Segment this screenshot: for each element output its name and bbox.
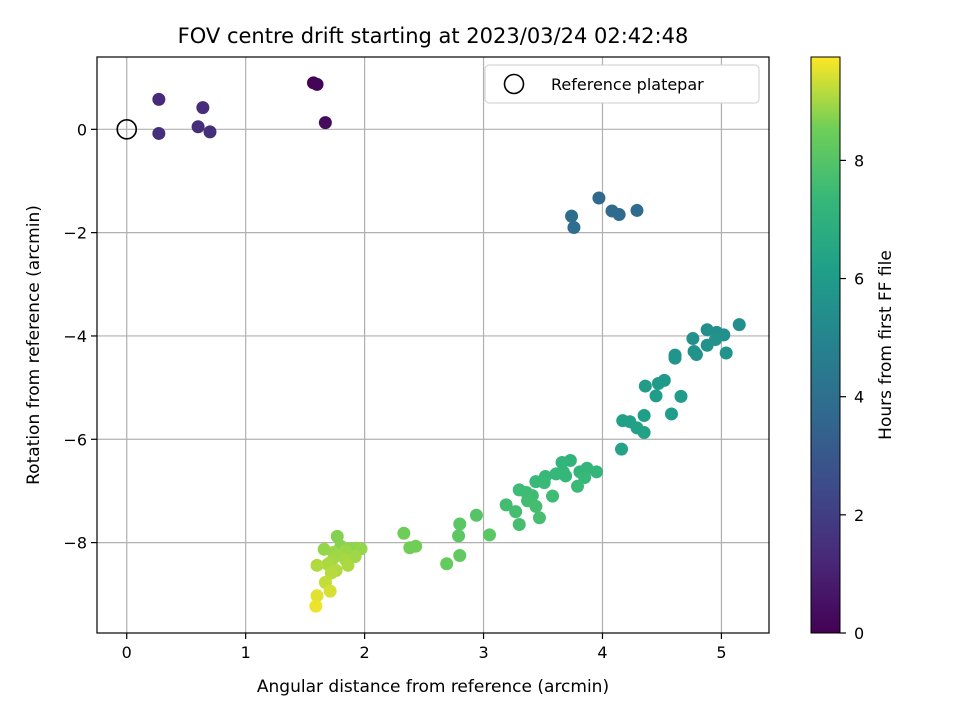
y-tick-label: −2 (63, 224, 87, 243)
data-point (191, 120, 205, 134)
data-point (152, 92, 166, 106)
data-point (615, 442, 629, 456)
data-point (537, 476, 551, 490)
data-point (732, 318, 746, 332)
data-point (559, 469, 573, 483)
data-point (637, 409, 651, 423)
x-tick-label: 5 (716, 643, 726, 662)
data-point (397, 526, 411, 540)
legend-marker (503, 73, 525, 95)
y-axis-label: Rotation from reference (arcmin) (24, 205, 44, 485)
data-point (482, 528, 496, 542)
data-point (689, 348, 703, 362)
x-axis-label: Angular distance from reference (arcmin) (257, 677, 609, 697)
data-point (638, 379, 652, 393)
colorbar: 0 2 4 6 8 Hours from first FF file (810, 56, 896, 643)
y-tick-label: 0 (77, 120, 87, 139)
data-point (499, 498, 513, 512)
data-point (668, 351, 682, 365)
data-point (453, 549, 467, 563)
data-point (309, 599, 323, 613)
data-point (649, 389, 663, 403)
data-point (152, 126, 166, 140)
y-tick-label: −4 (63, 327, 87, 346)
scatter-points (152, 76, 746, 613)
data-point (310, 589, 324, 603)
plot-frame-bg (97, 57, 769, 633)
data-point (612, 208, 626, 222)
reference-marker (116, 119, 138, 140)
data-point (310, 77, 324, 91)
data-point (529, 499, 543, 513)
data-point (664, 407, 678, 421)
plot-area: 0 1 2 3 4 5 0 −2 −4 −6 −8 (63, 56, 770, 662)
data-point (571, 479, 585, 493)
chart-title: FOV centre drift starting at 2023/03/24 … (178, 24, 689, 48)
data-point (565, 209, 579, 223)
legend: Reference platepar (484, 64, 760, 104)
data-point (196, 101, 210, 115)
data-point (546, 489, 560, 503)
x-axis-ticks: 0 1 2 3 4 5 (122, 633, 727, 662)
x-tick-label: 4 (597, 643, 607, 662)
colorbar-label: Hours from first FF file (876, 250, 896, 440)
data-point (440, 557, 454, 571)
y-axis-ticks: 0 −2 −4 −6 −8 (63, 120, 97, 553)
data-point (567, 220, 581, 234)
data-point (323, 584, 337, 598)
data-point (651, 376, 665, 390)
data-point (532, 511, 546, 525)
data-point (637, 426, 651, 440)
data-point (310, 558, 324, 572)
data-point (330, 529, 344, 543)
x-tick-label: 0 (122, 643, 132, 662)
colorbar-ticks: 0 2 4 6 8 (840, 151, 864, 643)
data-point (318, 116, 332, 130)
colorbar-tick-label: 8 (854, 151, 864, 170)
data-point (686, 332, 700, 346)
data-point (452, 529, 466, 543)
data-point (509, 505, 523, 519)
data-point (341, 558, 355, 572)
data-point (469, 508, 483, 522)
data-point (203, 125, 217, 139)
colorbar-tick-label: 6 (854, 270, 864, 289)
data-point (512, 518, 526, 532)
data-point (403, 541, 417, 555)
plot-frame (96, 56, 770, 634)
colorbar-tick-label: 0 (854, 624, 864, 643)
data-point (324, 566, 338, 580)
data-point (674, 389, 688, 403)
data-point (700, 338, 714, 352)
x-tick-label: 2 (360, 643, 370, 662)
x-tick-label: 3 (478, 643, 488, 662)
data-point (578, 471, 592, 485)
data-point (630, 203, 644, 217)
x-tick-label: 1 (241, 643, 251, 662)
data-point (453, 517, 467, 531)
data-point (592, 191, 606, 205)
legend-box (484, 64, 760, 104)
y-tick-label: −6 (63, 430, 87, 449)
y-tick-label: −8 (63, 534, 87, 553)
colorbar-tick-label: 4 (854, 388, 864, 407)
legend-label: Reference platepar (551, 75, 704, 94)
colorbar-tick-label: 2 (854, 506, 864, 525)
colorbar-gradient (810, 56, 841, 634)
data-point (719, 346, 733, 360)
